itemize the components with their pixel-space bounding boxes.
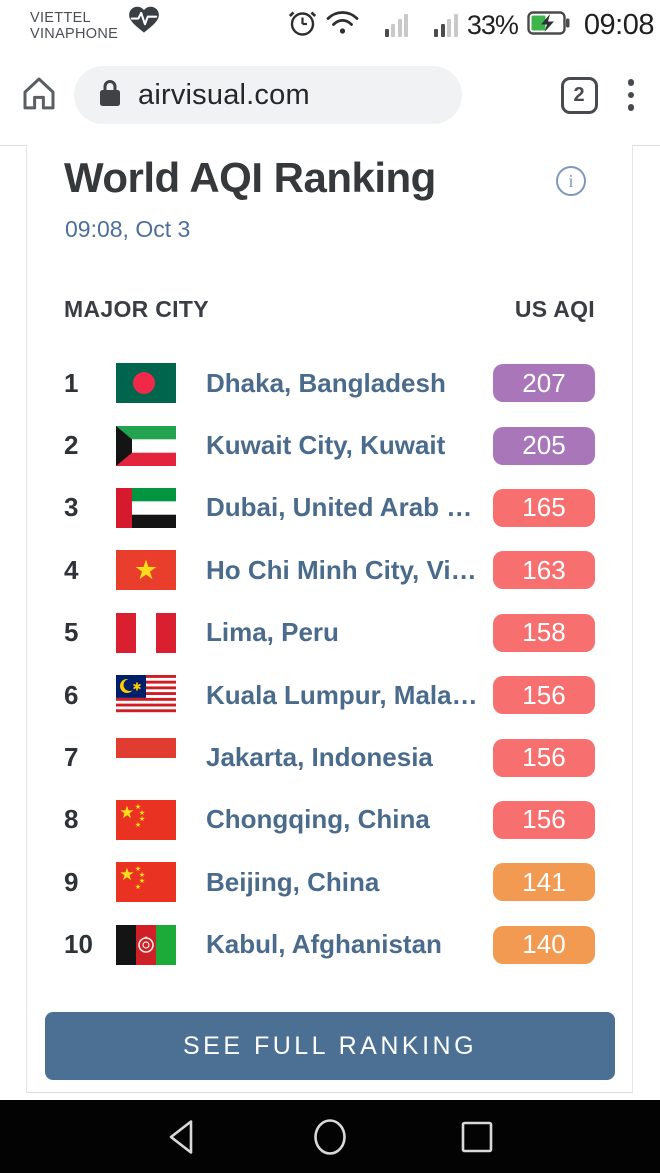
afghanistan-flag-icon [116, 924, 176, 965]
lock-icon [98, 78, 122, 113]
aqi-badge: 141 [493, 863, 595, 902]
aqi-badge: 156 [493, 676, 595, 715]
tab-count: 2 [573, 83, 585, 106]
table-row[interactable]: 9 ★ ★ ★ ★ ★ Beijing, China 141 [64, 851, 595, 913]
vietnam-flag-icon: ★ [116, 550, 176, 591]
browser-menu-button[interactable] [627, 79, 634, 111]
row-city-link[interactable]: Beijing, China [206, 866, 380, 897]
row-rank: 6 [64, 679, 79, 710]
health-heart-pulse-icon [128, 5, 160, 39]
row-rank: 8 [64, 804, 79, 835]
url-bar[interactable]: airvisual.com [74, 66, 462, 124]
row-rank: 5 [64, 617, 79, 648]
ranking-rows: 1 Dhaka, Bangladesh 207 2 Kuwait City, K… [64, 352, 595, 976]
tab-switcher-button[interactable]: 2 [560, 76, 598, 114]
row-rank: 7 [64, 742, 79, 773]
aqi-badge: 140 [493, 925, 595, 964]
table-row[interactable]: 4 ★ Ho Chi Minh City, Vi… 163 [64, 539, 595, 601]
svg-text:★: ★ [135, 803, 141, 811]
table-row[interactable]: 2 Kuwait City, Kuwait 205 [64, 414, 595, 476]
row-city-link[interactable]: Chongqing, China [206, 804, 430, 835]
row-rank: 3 [64, 492, 79, 523]
svg-text:★: ★ [139, 815, 145, 823]
kuwait-flag-icon [116, 425, 176, 466]
signal-icon [434, 13, 458, 37]
table-row[interactable]: 1 Dhaka, Bangladesh 207 [64, 352, 595, 414]
status-time: 09:08 [583, 8, 655, 41]
table-header: MAJOR CITY US AQI [64, 296, 595, 323]
battery-charging-icon [527, 10, 571, 41]
table-row[interactable]: 10 Kabul, Afghanistan 140 [64, 914, 595, 976]
aqi-badge: 158 [493, 613, 595, 652]
row-city-link[interactable]: Dhaka, Bangladesh [206, 367, 446, 398]
row-city-link[interactable]: Ho Chi Minh City, Vi… [206, 554, 477, 585]
china-flag-icon: ★ ★ ★ ★ ★ [116, 862, 176, 903]
svg-text:★: ★ [139, 877, 145, 885]
table-row[interactable]: 8 ★ ★ ★ ★ ★ Chongqing, China 156 [64, 789, 595, 851]
page-title: World AQI Ranking [64, 154, 436, 201]
svg-text:★: ★ [135, 865, 141, 873]
table-row[interactable]: 7 Jakarta, Indonesia 156 [64, 726, 595, 788]
row-rank: 9 [64, 866, 79, 897]
signal-weak-icon [384, 13, 409, 37]
svg-text:★: ★ [135, 821, 141, 829]
android-nav-bar [0, 1100, 660, 1173]
row-rank: 1 [64, 367, 79, 398]
svg-text:★: ★ [139, 871, 145, 879]
indonesia-flag-icon [116, 737, 176, 778]
aqi-badge: 205 [493, 426, 595, 465]
row-city-link[interactable]: Lima, Peru [206, 617, 339, 648]
svg-text:✱: ✱ [132, 682, 141, 694]
aqi-badge: 156 [493, 738, 595, 777]
row-rank: 10 [64, 929, 93, 960]
row-rank: 4 [64, 554, 79, 585]
peru-flag-icon [116, 612, 176, 653]
uae-flag-icon [116, 487, 176, 528]
alarm-icon [288, 8, 317, 42]
svg-text:★: ★ [139, 809, 145, 817]
row-city-link[interactable]: Dubai, United Arab … [206, 492, 473, 523]
nav-back-icon[interactable] [162, 1116, 204, 1158]
aqi-badge: 165 [493, 488, 595, 527]
svg-text:★: ★ [119, 803, 134, 822]
info-icon[interactable]: i [556, 166, 586, 196]
wifi-icon [326, 9, 359, 41]
carrier-label: VIETTEL VINAPHONE [30, 10, 119, 42]
aqi-badge: 156 [493, 800, 595, 839]
nav-recents-icon[interactable] [456, 1116, 498, 1158]
svg-text:★: ★ [119, 865, 134, 884]
aqi-badge: 163 [493, 551, 595, 590]
battery-percent: 33% [466, 9, 519, 40]
row-city-link[interactable]: Kuwait City, Kuwait [206, 430, 446, 461]
url-text: airvisual.com [138, 78, 310, 111]
bangladesh-flag-icon [116, 363, 176, 404]
table-row[interactable]: 5 Lima, Peru 158 [64, 602, 595, 664]
svg-text:★: ★ [134, 555, 158, 585]
see-full-ranking-button[interactable]: SEE FULL RANKING [45, 1012, 615, 1080]
column-major-city: MAJOR CITY [64, 296, 209, 322]
china-flag-icon: ★ ★ ★ ★ ★ [116, 799, 176, 840]
column-us-aqi: US AQI [514, 296, 595, 322]
row-city-link[interactable]: Kabul, Afghanistan [206, 929, 442, 960]
table-row[interactable]: 6 ✱ Kuala Lumpur, Mala… 156 [64, 664, 595, 726]
browser-toolbar: airvisual.com 2 [0, 50, 660, 140]
malaysia-flag-icon: ✱ [116, 675, 176, 716]
svg-text:★: ★ [135, 883, 141, 891]
aqi-badge: 207 [493, 364, 595, 403]
status-bar: VIETTEL VINAPHONE [0, 0, 660, 50]
row-rank: 2 [64, 430, 79, 461]
nav-home-icon[interactable] [309, 1116, 351, 1158]
home-icon[interactable] [18, 72, 60, 119]
ranking-timestamp: 09:08, Oct 3 [65, 216, 191, 242]
row-city-link[interactable]: Jakarta, Indonesia [206, 742, 433, 773]
row-city-link[interactable]: Kuala Lumpur, Mala… [206, 679, 478, 710]
table-row[interactable]: 3 Dubai, United Arab … 165 [64, 477, 595, 539]
